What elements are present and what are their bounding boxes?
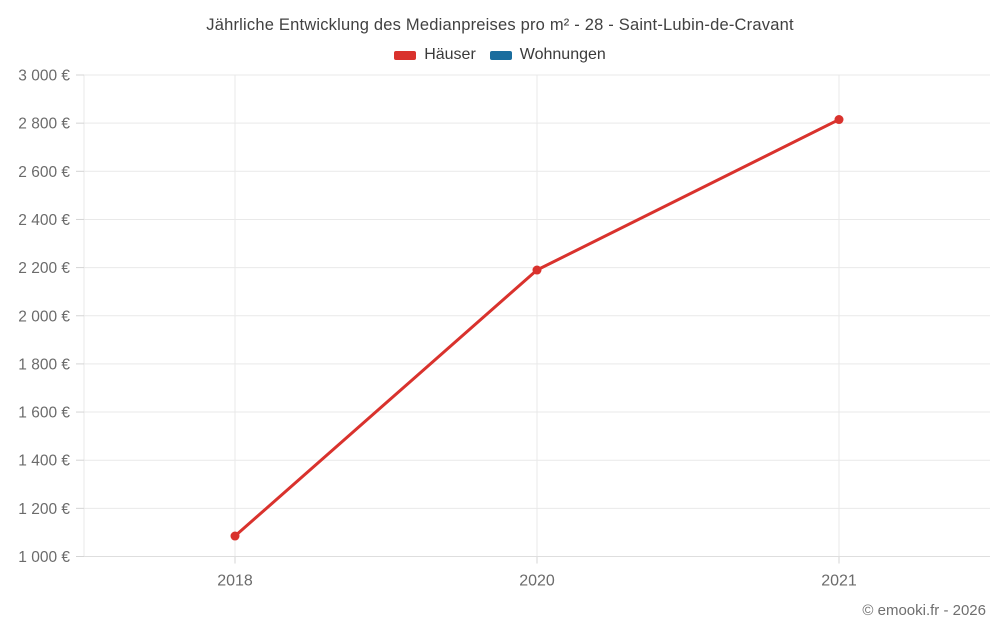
legend-item-haeuser[interactable]: Häuser [394,46,476,64]
legend-swatch-wohnungen [489,50,512,60]
y-axis-label: 2 000 € [18,308,70,325]
y-axis-label: 2 800 € [18,116,70,133]
x-axis-label: 2020 [519,573,555,590]
chart-title: Jährliche Entwicklung des Medianpreises … [206,16,794,34]
legend-item-wohnungen[interactable]: Wohnungen [489,46,606,64]
legend-label-wohnungen: Wohnungen [519,46,606,63]
copyright-footer: © emooki.fr - 2026 [862,602,986,619]
y-axis-label: 1 400 € [18,453,70,470]
y-axis-label: 1 000 € [18,549,70,566]
data-point-0-2021[interactable] [834,115,844,125]
legend-label-haeuser: Häuser [424,46,476,63]
y-axis-label: 2 600 € [18,164,70,181]
y-axis-label: 1 200 € [18,501,70,518]
x-axis-label: 2018 [217,573,253,590]
y-axis-label: 2 200 € [18,260,70,277]
chart-legend: Häuser Wohnungen [0,46,1000,64]
data-point-0-2018[interactable] [230,531,240,541]
y-axis-label: 3 000 € [18,68,70,85]
y-axis-label: 1 600 € [18,405,70,422]
y-axis-label: 1 800 € [18,356,70,373]
legend-swatch-haeuser [394,50,417,60]
data-point-0-2020[interactable] [532,265,542,275]
x-axis-label: 2021 [821,573,857,590]
y-axis-label: 2 400 € [18,212,70,229]
